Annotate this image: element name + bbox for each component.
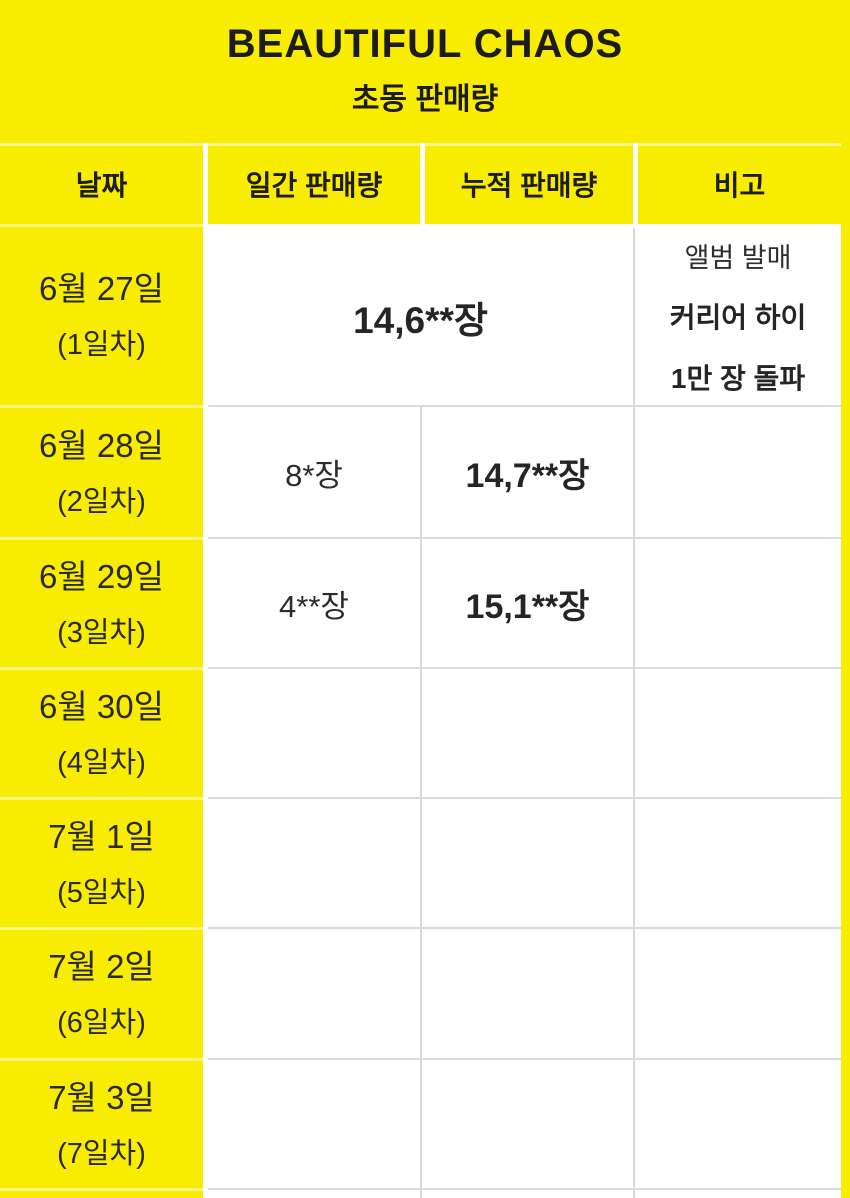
daily-sales-cell: 8*장 xyxy=(208,405,420,537)
note-cell xyxy=(633,1058,841,1188)
date-cell: 6월 30일 (4일차) xyxy=(0,667,203,797)
column-header-note: 비고 xyxy=(638,143,841,224)
daily-sales-cell xyxy=(208,1188,420,1198)
cumulative-sales-value: 14,7**장 xyxy=(465,456,590,495)
table-row xyxy=(208,1058,841,1188)
note-cell xyxy=(633,537,841,667)
cumulative-sales-cell xyxy=(420,1058,633,1188)
date-text: 6월 28일 xyxy=(39,426,164,464)
table-row xyxy=(208,667,841,797)
date-column: 날짜 6월 27일 (1일차) 6월 28일 (2일차) 6월 29일 (3일차… xyxy=(0,143,203,1198)
daily-sales-value: 8*장 xyxy=(285,457,343,493)
date-cell: 7월 2일 (6일차) xyxy=(0,927,203,1058)
date-cell: 6월 29일 (3일차) xyxy=(0,537,203,667)
daily-sales-cell: 4**장 xyxy=(208,537,420,667)
note-cell xyxy=(633,927,841,1058)
merged-sales-cell: 14,6**장 xyxy=(208,228,633,405)
cumulative-sales-cell: 14,7**장 xyxy=(420,405,633,537)
note-cell xyxy=(633,797,841,927)
date-text: 6월 29일 xyxy=(39,557,164,595)
date-text: 6월 30일 xyxy=(39,687,164,725)
cut-off-table-row xyxy=(208,1188,841,1198)
note-cell xyxy=(633,405,841,537)
day-number-text: (6일차) xyxy=(57,1007,146,1039)
date-cell: 6월 27일 (1일차) xyxy=(0,224,203,405)
cumulative-sales-cell xyxy=(420,797,633,927)
table-top-divider xyxy=(0,143,841,146)
daily-sales-cell xyxy=(208,1058,420,1188)
page-title: BEAUTIFUL CHAOS xyxy=(226,22,624,66)
column-header-daily-sales: 일간 판매량 xyxy=(208,143,420,224)
day-number-text: (7일차) xyxy=(57,1137,146,1170)
date-cell: 6월 28일 (2일차) xyxy=(0,405,203,537)
date-text: 7월 2일 xyxy=(48,948,155,985)
date-cell: 7월 3일 (7일차) xyxy=(0,1058,203,1188)
note-cell xyxy=(633,667,841,797)
table-row: 14,6**장 앨범 발매 커리어 하이 1만 장 돌파 xyxy=(208,228,841,405)
date-text: 6월 27일 xyxy=(39,270,164,307)
cut-off-date-cell xyxy=(0,1188,203,1198)
day-number-text: (3일차) xyxy=(57,616,146,649)
cumulative-sales-cell xyxy=(420,927,633,1058)
note-cell xyxy=(633,1188,841,1198)
first-week-sales-table: 날짜 6월 27일 (1일차) 6월 28일 (2일차) 6월 29일 (3일차… xyxy=(0,143,841,1198)
note-cell: 앨범 발매 커리어 하이 1만 장 돌파 xyxy=(633,228,841,405)
column-header-cumulative-sales: 누적 판매량 xyxy=(425,143,633,224)
daily-sales-cell xyxy=(208,927,420,1058)
day-number-text: (5일차) xyxy=(57,876,146,909)
page-subtitle: 초동 판매량 xyxy=(351,83,499,116)
table-row xyxy=(208,797,841,927)
daily-sales-cell xyxy=(208,667,420,797)
data-columns: 일간 판매량 누적 판매량 비고 14,6**장 앨범 발매 커리어 하이 1만… xyxy=(208,143,841,1198)
day-number-text: (1일차) xyxy=(57,329,146,361)
column-header-date: 날짜 xyxy=(0,143,203,224)
daily-sales-value: 4**장 xyxy=(279,588,349,624)
cumulative-sales-cell: 15,1**장 xyxy=(420,537,633,667)
table-row xyxy=(208,927,841,1058)
cumulative-sales-cell xyxy=(420,1188,633,1198)
table-row: 8*장 14,7**장 xyxy=(208,405,841,537)
cumulative-sales-cell xyxy=(420,667,633,797)
cumulative-sales-value: 15,1**장 xyxy=(465,587,590,626)
table-header-row: 일간 판매량 누적 판매량 비고 xyxy=(208,143,841,224)
note-line: 앨범 발매 xyxy=(684,243,792,273)
day-number-text: (4일차) xyxy=(57,746,146,779)
table-row: 4**장 15,1**장 xyxy=(208,537,841,667)
date-text: 7월 3일 xyxy=(48,1078,155,1116)
daily-sales-cell xyxy=(208,797,420,927)
note-line: 커리어 하이 xyxy=(669,302,807,333)
title-block: BEAUTIFUL CHAOS 초동 판매량 xyxy=(0,0,850,118)
date-text: 7월 1일 xyxy=(48,817,155,855)
date-cell: 7월 1일 (5일차) xyxy=(0,797,203,927)
sales-value: 14,6**장 xyxy=(353,299,488,341)
note-line: 1만 장 돌파 xyxy=(670,363,806,394)
day-number-text: (2일차) xyxy=(57,485,146,518)
